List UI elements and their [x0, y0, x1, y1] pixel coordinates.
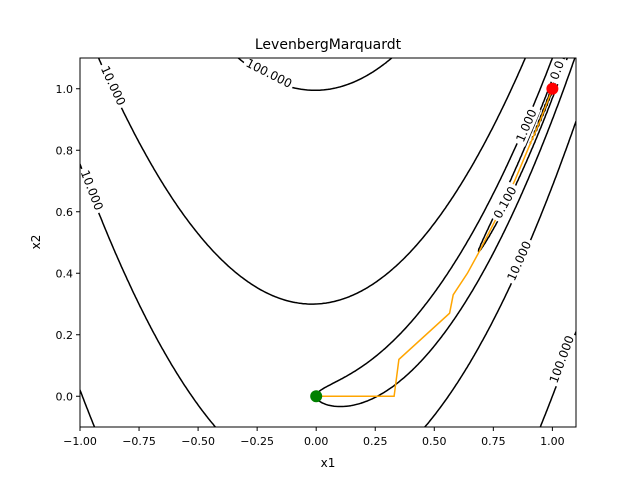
y-tick-label: 0.0 — [56, 390, 74, 403]
contour-lines — [80, 58, 576, 427]
y-axis-ticks: 0.0 0.2 0.4 0.6 0.8 1.0 — [56, 83, 80, 403]
contour-label: 10.000 — [98, 64, 128, 108]
contour-label-bg — [76, 165, 107, 215]
plot-frame — [79, 57, 577, 428]
start-point-marker — [310, 390, 323, 403]
optimizer-path — [316, 88, 554, 398]
x-tick-label: 0.50 — [422, 435, 447, 448]
x-tick-label: 1.00 — [540, 435, 565, 448]
contour-label: 10.000 — [78, 168, 106, 212]
end-point-marker — [546, 82, 559, 95]
contour-line — [80, 58, 576, 427]
contour-label: 10.000 — [504, 239, 534, 283]
y-tick-label: 1.0 — [56, 83, 74, 96]
y-tick-label: 0.8 — [56, 144, 74, 157]
y-tick-label: 0.4 — [56, 267, 74, 280]
x-tick-label: −1.00 — [63, 435, 97, 448]
x-tick-label: −0.50 — [181, 435, 215, 448]
x-tick-label: 0.00 — [304, 435, 329, 448]
chart-title: LevenbergMarquardt — [255, 37, 402, 53]
contour-label-bg — [96, 61, 130, 111]
contour-label: 100.000 — [547, 334, 577, 385]
y-tick-label: 0.2 — [56, 329, 74, 342]
contour-line — [315, 58, 576, 408]
x-tick-label: −0.75 — [122, 435, 156, 448]
contour-line — [80, 58, 576, 427]
x-axis-ticks: −1.00 −0.75 −0.50 −0.25 0.00 0.25 0.50 0.75 1.00 — [63, 427, 565, 448]
y-axis-label: x2 — [29, 235, 43, 250]
contour-label: 100.000 — [244, 56, 295, 91]
contour-label-bg — [489, 181, 521, 224]
contour-label-bg — [512, 104, 541, 147]
x-tick-label: −0.25 — [240, 435, 274, 448]
x-tick-label: 0.75 — [481, 435, 506, 448]
optimizer-path-layer — [310, 82, 559, 403]
x-axis-label: x1 — [321, 456, 336, 470]
contour-label: 0.0 — [547, 59, 567, 82]
contour-label-bg — [546, 55, 569, 85]
contour-label-bg — [545, 331, 578, 388]
x-tick-label: 0.25 — [363, 435, 388, 448]
contour-label-bg — [503, 236, 536, 286]
y-tick-label: 0.6 — [56, 206, 74, 219]
contour-labels: 100.00010.00010.0001.0000.10010.000100.0… — [76, 54, 578, 388]
contour-label-bg — [241, 54, 297, 92]
